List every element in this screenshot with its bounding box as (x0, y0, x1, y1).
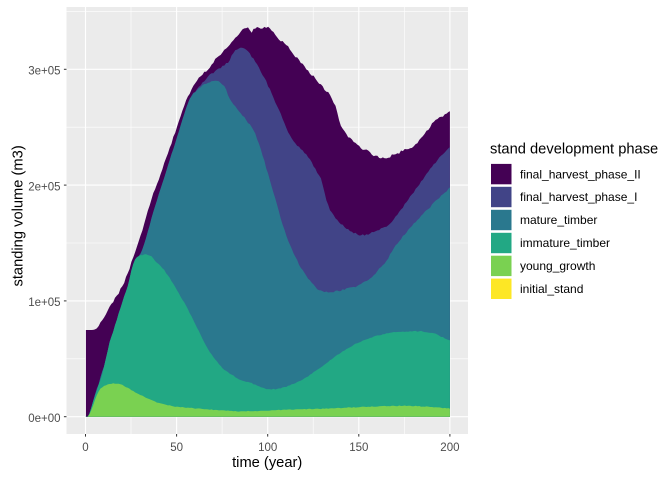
svg-text:0e+00: 0e+00 (28, 413, 60, 425)
svg-text:2e+05: 2e+05 (28, 181, 60, 193)
svg-text:50: 50 (170, 442, 183, 454)
svg-text:stand development phase: stand development phase (490, 141, 658, 157)
svg-text:time (year): time (year) (232, 455, 302, 471)
svg-text:0: 0 (82, 442, 88, 454)
svg-text:150: 150 (349, 442, 368, 454)
svg-text:1e+05: 1e+05 (28, 297, 60, 309)
svg-text:3e+05: 3e+05 (28, 66, 60, 78)
svg-text:mature_timber: mature_timber (520, 213, 597, 227)
svg-text:final_harvest_phase_I: final_harvest_phase_I (520, 190, 637, 204)
svg-text:100: 100 (258, 442, 277, 454)
svg-text:initial_stand: initial_stand (520, 282, 583, 296)
svg-text:final_harvest_phase_II: final_harvest_phase_II (520, 167, 641, 181)
svg-text:immature_timber: immature_timber (520, 236, 610, 250)
svg-text:200: 200 (440, 442, 459, 454)
svg-text:standing volume (m3): standing volume (m3) (10, 145, 26, 286)
svg-text:young_growth: young_growth (520, 259, 595, 273)
